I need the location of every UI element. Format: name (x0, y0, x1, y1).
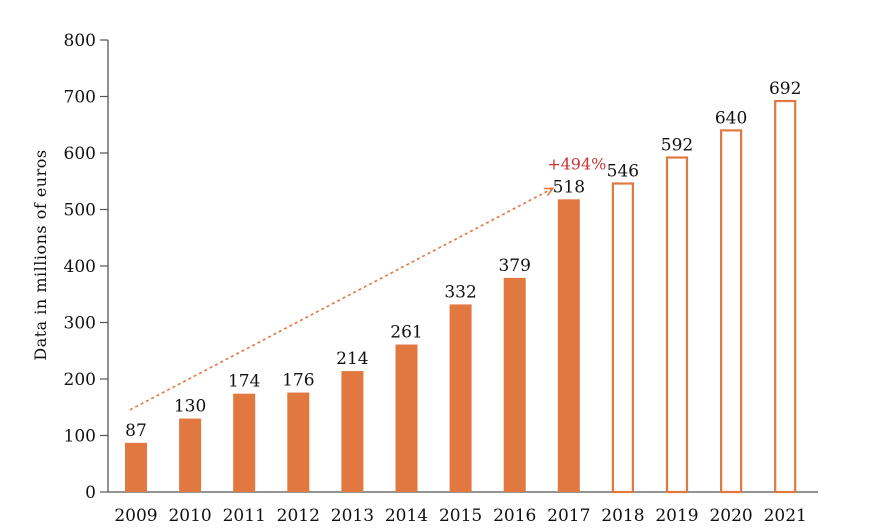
y-tick-label: 500 (64, 201, 96, 221)
bar-value-label: 176 (282, 371, 314, 391)
bar-value-label: 174 (228, 372, 260, 392)
bar-value-label: 379 (498, 256, 530, 276)
bar-value-label: 332 (444, 282, 476, 302)
y-tick-label: 700 (64, 88, 96, 108)
growth-annotation: +494% (129, 154, 606, 411)
bar-2012 (287, 392, 310, 492)
x-tick-label: 2019 (655, 506, 698, 526)
bar-value-label: 546 (607, 162, 639, 182)
bar-value-label: 214 (336, 349, 368, 369)
y-tick-label: 300 (64, 314, 96, 334)
y-ticks: 0 100 200 300 400 500 600 700 800 (64, 31, 108, 503)
y-tick-label: 0 (85, 483, 96, 503)
bars-group: 87 130 174 176 214 261 332 379 518 546 592 640 692 (125, 79, 801, 494)
x-tick-label: 2017 (547, 506, 590, 526)
bar-2011 (233, 393, 256, 492)
y-tick-label: 800 (64, 31, 96, 51)
y-tick-label: 600 (64, 144, 96, 164)
bar-2019 (665, 156, 689, 494)
x-tick-labels: 2009 2010 2011 2012 2013 2014 2015 2016 2017 2018… (114, 506, 806, 526)
growth-annotation-label: +494% (547, 154, 606, 173)
x-tick-label: 2009 (114, 506, 157, 526)
bar-value-label: 640 (715, 108, 747, 128)
x-tick-label: 2018 (601, 506, 644, 526)
x-tick-label: 2010 (168, 506, 211, 526)
y-axis-label: Data in millions of euros (31, 149, 50, 360)
x-tick-label: 2016 (493, 506, 536, 526)
x-tick-label: 2021 (764, 506, 807, 526)
bar-2017 (557, 199, 580, 492)
bar-2013 (341, 371, 364, 492)
bar-2020 (719, 129, 743, 494)
x-tick-label: 2014 (385, 506, 428, 526)
growth-arrow-line (129, 187, 554, 411)
bar-value-label: 261 (390, 323, 422, 343)
y-tick-label: 100 (64, 427, 96, 447)
bar-value-label: 592 (661, 136, 693, 156)
y-tick-label: 200 (64, 370, 96, 390)
x-tick-label: 2015 (439, 506, 482, 526)
bar-value-label: 130 (174, 397, 206, 417)
bar-value-label: 518 (553, 177, 585, 197)
growth-arrow-head (543, 187, 555, 197)
bar-2014 (395, 344, 418, 492)
y-tick-label: 400 (64, 257, 96, 277)
bar-2009 (125, 442, 147, 492)
x-tick-label: 2013 (331, 506, 374, 526)
bar-2016 (503, 277, 526, 492)
bar-2010 (179, 418, 202, 492)
x-tick-label: 2012 (277, 506, 320, 526)
x-tick-label: 2011 (223, 506, 266, 526)
bar-value-label: 87 (125, 421, 147, 441)
bar-2021 (774, 99, 797, 494)
bar-value-label: 692 (769, 79, 801, 99)
x-tick-label: 2020 (709, 506, 752, 526)
bar-2018 (611, 182, 635, 494)
bar-2015 (449, 304, 472, 492)
